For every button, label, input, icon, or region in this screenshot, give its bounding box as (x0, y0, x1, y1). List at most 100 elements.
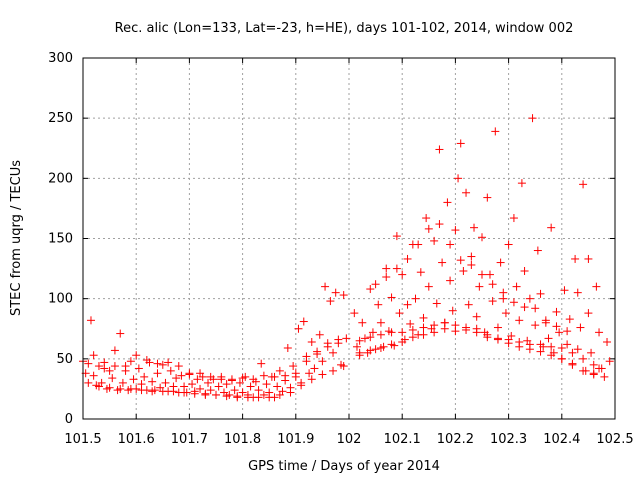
data-point (355, 348, 364, 357)
data-point (206, 386, 215, 395)
data-point (557, 354, 566, 363)
data-point (517, 179, 526, 188)
data-point (470, 223, 479, 232)
data-point (360, 334, 369, 343)
data-point (478, 233, 486, 242)
data-point (376, 318, 385, 327)
data-point (544, 334, 553, 343)
x-tick-label: 102.1 (384, 432, 421, 447)
data-point (435, 145, 444, 154)
data-point (254, 393, 263, 402)
data-point (108, 374, 117, 383)
data-point (196, 369, 205, 378)
data-point (121, 366, 130, 375)
x-tick-label: 101.5 (64, 432, 101, 447)
data-point (398, 328, 407, 337)
data-point (528, 114, 537, 123)
data-point (451, 226, 460, 235)
data-point (536, 347, 545, 356)
data-point (161, 378, 170, 387)
data-point (488, 297, 497, 306)
data-point (422, 214, 431, 223)
data-point (467, 252, 476, 261)
data-point (512, 282, 521, 291)
data-point (315, 330, 324, 339)
data-point (419, 323, 428, 332)
data-point (568, 348, 577, 357)
x-tick-label: 101.6 (118, 432, 155, 447)
data-point (307, 375, 316, 384)
data-point (411, 294, 420, 303)
data-point (406, 319, 415, 328)
y-tick-label: 0 (65, 412, 73, 427)
data-point (212, 390, 220, 399)
data-point (448, 306, 457, 315)
data-point (222, 380, 231, 389)
x-axis-label: GPS time / Days of year 2014 (248, 459, 440, 474)
data-point (571, 254, 580, 263)
chart-title: Rec. alic (Lon=133, Lat=-23, h=HE), days… (115, 21, 574, 36)
data-point (374, 300, 383, 309)
data-point (563, 327, 572, 336)
data-point (430, 236, 439, 245)
data-point (472, 312, 481, 321)
data-point (600, 372, 609, 381)
data-point (137, 386, 146, 395)
data-point (454, 174, 463, 183)
data-point (275, 366, 284, 375)
data-point (299, 317, 308, 326)
data-point (289, 362, 298, 371)
y-tick-label: 200 (48, 171, 73, 186)
data-point (557, 344, 566, 353)
data-point (587, 348, 596, 357)
data-point (371, 345, 380, 354)
data-point (446, 240, 455, 249)
data-point (579, 354, 588, 363)
data-point (326, 297, 335, 306)
data-point (488, 280, 497, 289)
data-point (509, 214, 518, 223)
data-point (592, 282, 601, 291)
data-point (89, 371, 98, 380)
data-point (321, 282, 330, 291)
data-point (366, 333, 375, 342)
data-point (589, 370, 598, 379)
data-point (158, 360, 167, 369)
data-point (294, 324, 303, 333)
data-point (329, 348, 338, 357)
y-axis-label: STEC from uqrg / TECUs (9, 160, 24, 316)
data-point (382, 273, 391, 282)
data-point (483, 333, 492, 342)
data-point (595, 364, 604, 373)
data-point (233, 392, 242, 401)
gridlines (83, 58, 615, 419)
data-point (451, 327, 460, 336)
data-point (491, 127, 500, 136)
data-point (456, 139, 465, 148)
data-point (342, 334, 351, 343)
data-point (520, 266, 529, 275)
data-point (297, 381, 306, 390)
data-point (318, 357, 327, 366)
data-point (185, 370, 194, 379)
data-point (331, 288, 340, 297)
data-point (395, 309, 404, 318)
data-point (552, 322, 561, 331)
data-point (132, 351, 141, 360)
data-point (462, 188, 471, 197)
data-point (584, 309, 593, 318)
data-point (134, 364, 143, 373)
data-point (273, 382, 282, 391)
data-point (531, 304, 540, 313)
data-point (238, 374, 247, 383)
data-point (140, 372, 149, 381)
data-point (547, 223, 556, 232)
data-point (605, 357, 614, 366)
data-point (177, 371, 186, 380)
y-tick-label: 50 (56, 352, 73, 367)
data-point (281, 371, 290, 380)
data-point (573, 288, 582, 297)
data-points (79, 114, 614, 402)
data-point (116, 329, 125, 338)
